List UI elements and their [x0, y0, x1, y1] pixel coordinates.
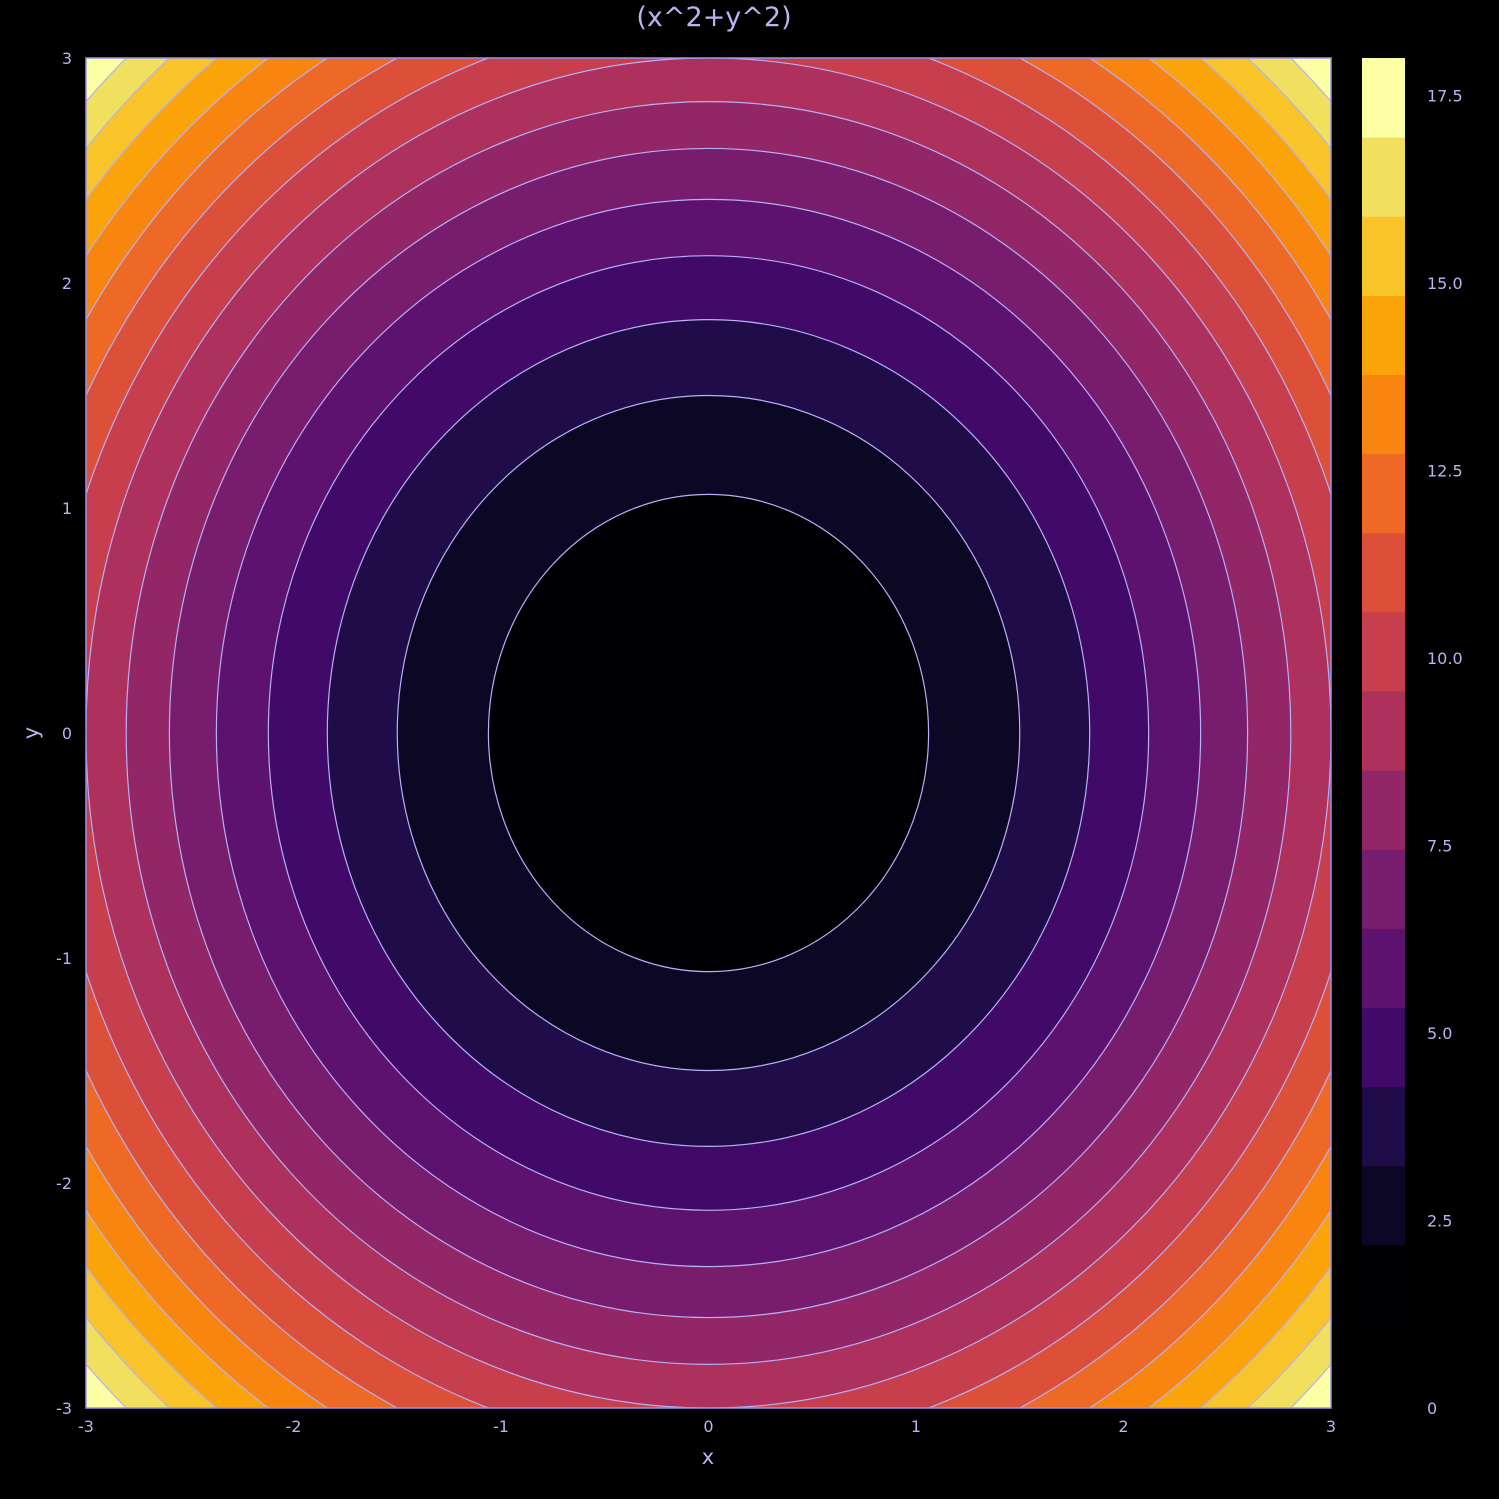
contour-line — [267, 255, 1150, 1211]
colorbar-segment — [1362, 137, 1405, 217]
y-tick-label: 1 — [62, 499, 72, 518]
contour-line — [215, 198, 1202, 1268]
y-tick-label: 3 — [62, 49, 72, 68]
colorbar-tick-label: 0 — [1427, 1399, 1437, 1418]
contour-band — [488, 494, 929, 972]
colorbar-segment — [1362, 1244, 1405, 1325]
colorbar-segment — [1362, 58, 1405, 138]
x-tick-label: 1 — [911, 1417, 921, 1436]
x-tick-label: 2 — [1118, 1417, 1128, 1436]
colorbar-segment — [1362, 453, 1405, 534]
colorbar — [1362, 58, 1405, 1325]
y-axis-label: y — [19, 727, 43, 739]
colorbar-tick-label: 7.5 — [1427, 837, 1452, 856]
colorbar-segment — [1362, 928, 1405, 1008]
colorbar-segment — [1362, 849, 1405, 929]
y-tick-label: -3 — [56, 1399, 72, 1418]
chart-title: (x^2+y^2) — [636, 2, 791, 33]
colorbar-segment — [1362, 1007, 1405, 1088]
x-axis-ticks: -3 -2 -1 0 1 2 3 — [78, 1417, 1336, 1436]
x-tick-label: 0 — [703, 1417, 713, 1436]
colorbar-tick-label: 2.5 — [1427, 1212, 1452, 1231]
contour-line — [125, 100, 1292, 1366]
colorbar-segment — [1362, 691, 1405, 771]
y-tick-label: 2 — [62, 274, 72, 293]
colorbar-segment — [1362, 295, 1405, 375]
colorbar-tick-label: 5.0 — [1427, 1024, 1452, 1043]
colorbar-segment — [1362, 770, 1405, 850]
x-axis-label: x — [702, 1445, 714, 1469]
y-tick-label: -1 — [56, 949, 72, 968]
colorbar-segment — [1362, 532, 1405, 613]
colorbar-tick-label: 17.5 — [1427, 87, 1463, 106]
colorbar-tick-label: 12.5 — [1427, 462, 1463, 481]
colorbar-segment — [1362, 216, 1405, 296]
contour-line — [168, 147, 1249, 1319]
x-tick-label: -2 — [286, 1417, 302, 1436]
x-tick-label: 3 — [1326, 1417, 1336, 1436]
y-tick-label: 0 — [62, 724, 72, 743]
colorbar-segment — [1362, 1086, 1405, 1167]
x-tick-label: -1 — [493, 1417, 509, 1436]
y-axis-ticks: 3 2 1 0 -1 -2 -3 — [56, 49, 72, 1418]
x-tick-label: -3 — [78, 1417, 94, 1436]
colorbar-tick-label: 15.0 — [1427, 274, 1463, 293]
contour-line — [396, 394, 1021, 1072]
colorbar-ticks: 0 2.5 5.0 7.5 10.0 12.5 15.0 17.5 — [1427, 87, 1463, 1419]
colorbar-segment — [1362, 374, 1405, 455]
colorbar-segment — [1362, 611, 1405, 692]
colorbar-segment — [1362, 1165, 1405, 1246]
contour-line — [487, 493, 930, 973]
plot-frame — [85, 57, 1332, 1409]
y-tick-label: -2 — [56, 1174, 72, 1193]
contour-line — [326, 319, 1091, 1147]
colorbar-tick-label: 10.0 — [1427, 649, 1463, 668]
